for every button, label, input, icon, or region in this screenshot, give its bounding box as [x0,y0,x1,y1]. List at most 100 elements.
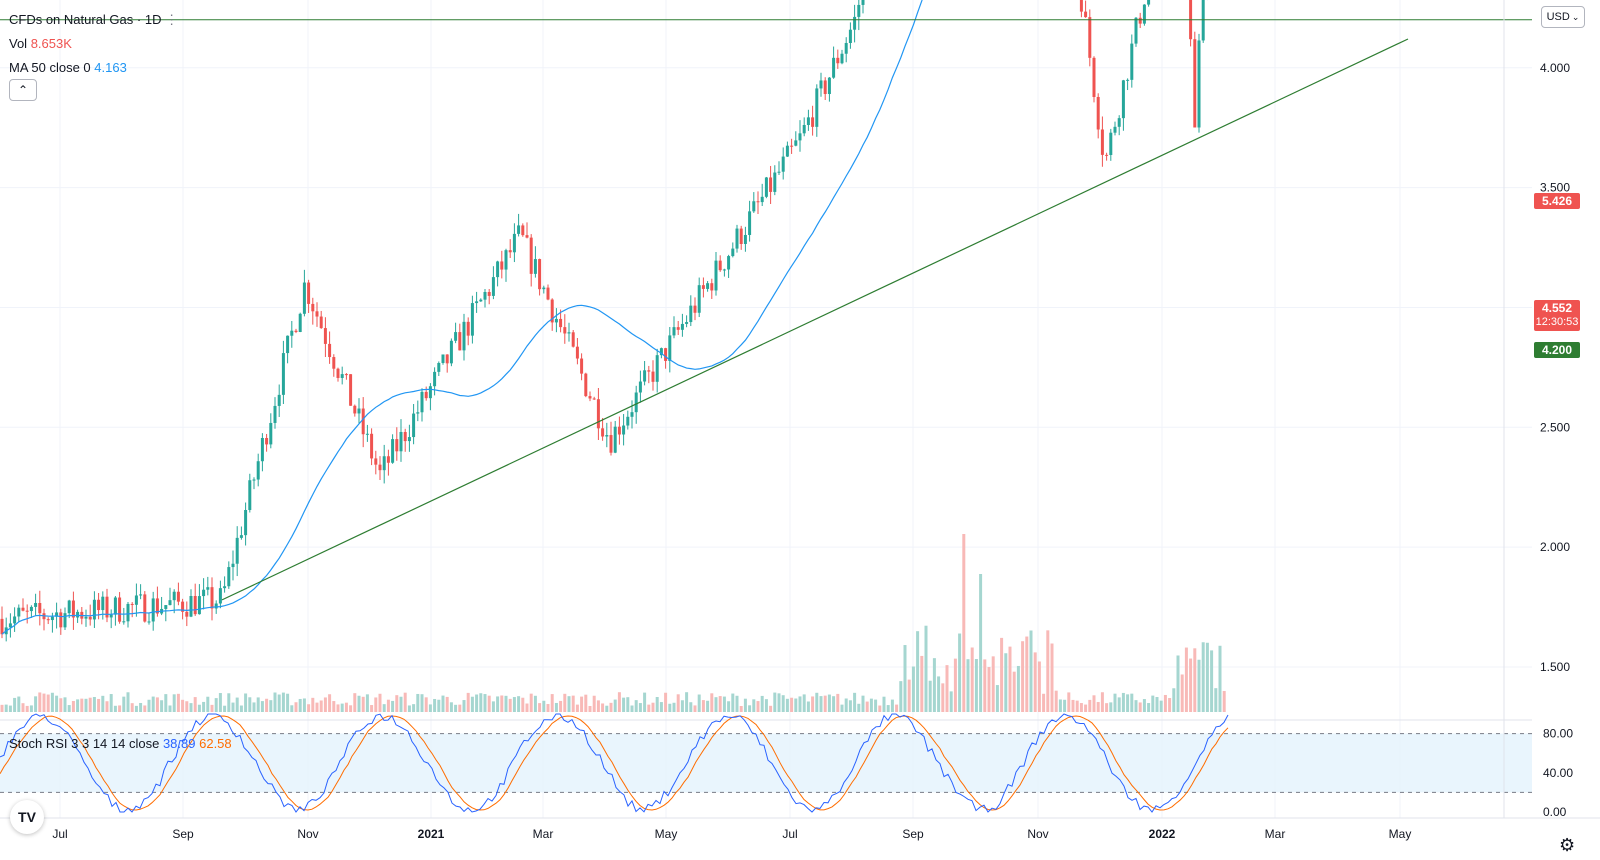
candle-body [853,16,857,30]
volume-bar [811,696,815,712]
candle-body [533,259,537,274]
candle-body [630,412,634,417]
candle-body [8,623,12,628]
candle-body [664,348,668,361]
candle-body [777,171,781,173]
candle-body [260,437,264,462]
volume-bar [1042,693,1046,712]
candle-body [554,318,558,323]
candle-body [386,456,390,463]
candle-body [311,303,315,312]
volume-bar [1088,699,1092,712]
volume-bar [13,697,17,712]
volume-bar [1109,702,1113,712]
gear-icon[interactable]: ⚙ [1559,835,1576,855]
volume-bar [88,697,92,712]
volume-bar [399,696,403,712]
volume-bar [1193,648,1197,712]
volume-bar [1214,688,1218,712]
volume-bar [538,703,542,712]
candle-body [147,621,151,623]
chart-legend: CFDs on Natural Gas · 1D ⋮ Vol 8.653K MA… [9,8,178,80]
candle-body [139,594,143,596]
volume-bar [710,693,714,712]
volume-bar [903,645,907,712]
volume-bar [164,694,168,712]
support-price-label: 4.200 [1534,342,1580,358]
volume-bar [290,705,294,712]
volume-bar [651,702,655,712]
volume-bar [617,692,621,712]
volume-bar [0,704,4,712]
volume-bar [991,656,995,712]
candle-body [634,392,638,413]
volume-bar [756,701,760,712]
stoch-tick-label: 40.00 [1543,766,1573,780]
candle-body [525,235,529,238]
volume-bar [504,695,508,712]
volume-bar [1033,652,1037,712]
volume-bar [685,692,689,712]
volume-bar [365,694,369,712]
candle-body [483,291,487,300]
candle-body [811,117,815,127]
volume-bar [508,698,512,712]
volume-bar [315,702,319,712]
candle-body [655,355,659,382]
volume-bar [403,692,407,712]
candle-body [764,177,768,197]
volume-bar [1000,637,1004,712]
tradingview-logo-icon[interactable]: TV [10,800,44,834]
candle-body [487,291,491,296]
candle-body [1113,126,1117,133]
candle-body [328,343,332,358]
candle-body [1079,0,1083,12]
candle-body [651,371,655,382]
volume-bar [760,695,764,712]
volume-bar [1075,700,1079,712]
volume-bar [1176,655,1180,712]
volume-bar [550,694,554,712]
volume-bar [542,700,546,712]
volume-bar [638,703,642,712]
volume-bar [882,696,886,712]
volume-bar [525,703,529,712]
volume-bar [706,700,710,712]
volume-bar [294,702,298,712]
interval-label[interactable]: 1D [144,12,162,27]
candle-body [13,616,17,624]
candle-body [697,285,701,313]
candle-body [756,201,760,203]
ma-value: 4.163 [94,60,127,75]
candle-body [71,600,75,618]
candle-body [710,283,714,291]
volume-bar [827,694,831,712]
candle-body [643,370,647,382]
volume-bar [1096,702,1100,712]
currency-button[interactable]: USD ⌄ [1541,6,1585,28]
candle-body [475,301,479,304]
volume-bar [1189,658,1193,712]
symbol-title[interactable]: CFDs on Natural Gas [9,12,134,27]
volume-bar [932,658,936,712]
collapse-legend-button[interactable]: ⌃ [9,79,37,101]
volume-bar [1222,690,1226,712]
volume-bar [781,695,785,712]
volume-bar [428,704,432,712]
volume-bar [248,697,252,712]
volume-bar [84,698,88,712]
candle-body [748,211,752,235]
candle-body [832,57,836,78]
candle-body [420,391,424,413]
candle-body [617,426,621,435]
time-tick-label: 2022 [1149,827,1176,841]
volume-bar [815,692,819,712]
candle-body [1147,0,1151,5]
current-price-label: 4.552 12:30:53 [1534,300,1580,331]
volume-bar [244,693,248,712]
volume-bar [1092,695,1096,712]
volume-bar [512,697,516,712]
volume-bar [1004,653,1008,712]
volume-bar [256,697,260,712]
